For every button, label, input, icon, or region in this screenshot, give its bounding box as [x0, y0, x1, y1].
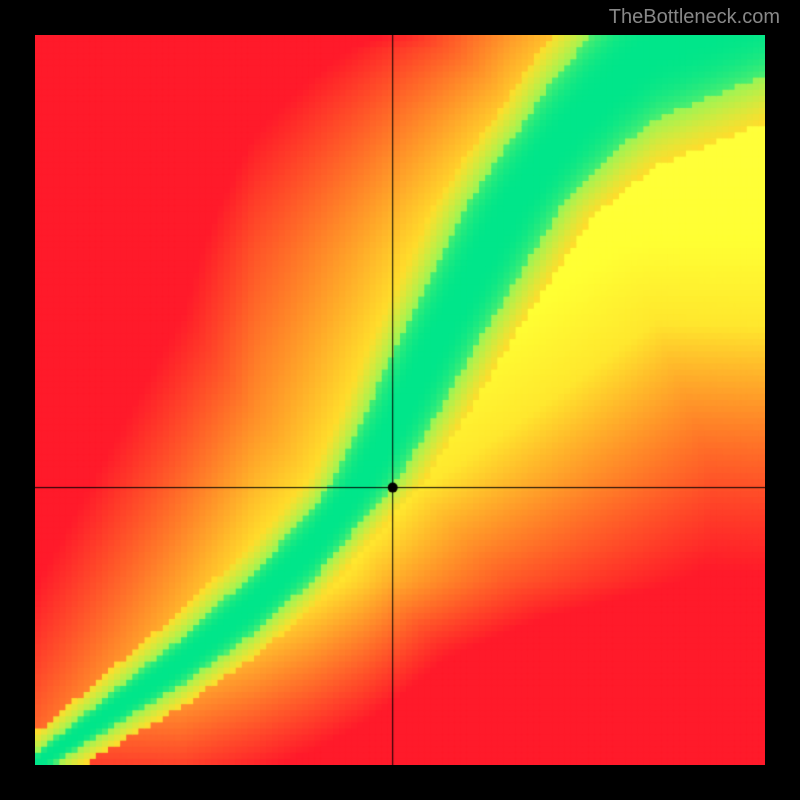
plot-container [35, 35, 765, 765]
heatmap-canvas [35, 35, 765, 765]
watermark-text: TheBottleneck.com [609, 6, 780, 29]
